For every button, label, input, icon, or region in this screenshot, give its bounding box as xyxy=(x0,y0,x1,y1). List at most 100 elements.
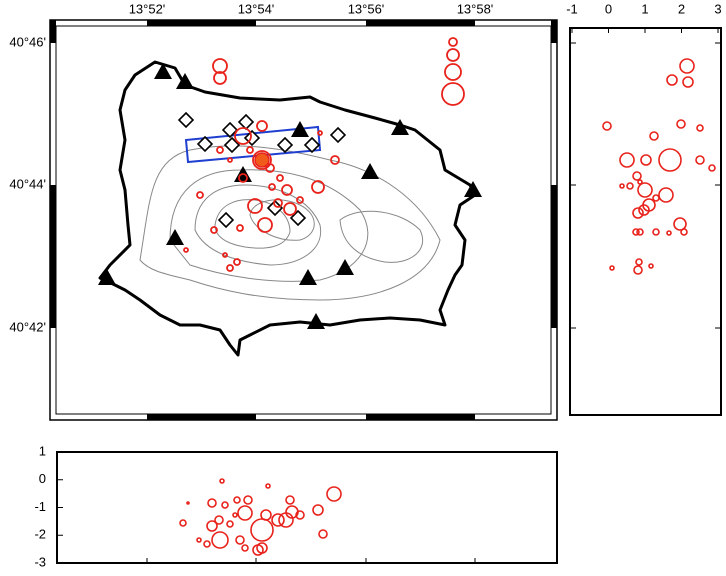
station-triangle xyxy=(176,73,194,89)
lat-label: 40°44' xyxy=(9,176,46,191)
panel-frame xyxy=(569,27,722,416)
epicentre xyxy=(206,520,218,532)
y-tick-label: -1 xyxy=(34,499,46,514)
x-tick-label: -1 xyxy=(566,1,578,16)
epicentre xyxy=(276,174,284,182)
epicentre xyxy=(265,483,271,489)
epicentre xyxy=(216,146,224,154)
epicentre xyxy=(679,58,695,74)
epicentre xyxy=(326,486,342,502)
epicentre xyxy=(233,496,241,504)
frame-band xyxy=(147,414,256,420)
station-triangle xyxy=(391,119,409,135)
y-tick-label: 1 xyxy=(39,443,46,458)
epicentre xyxy=(632,171,642,181)
station-triangle xyxy=(299,269,317,285)
epicentre xyxy=(210,226,218,234)
contour xyxy=(214,199,291,249)
station-triangle xyxy=(361,163,379,179)
frame-band xyxy=(147,20,256,26)
epicentre xyxy=(241,544,249,552)
epicentre xyxy=(213,71,227,85)
station-triangle xyxy=(98,269,116,285)
lat-label: 40°46' xyxy=(9,34,46,49)
epicentre xyxy=(243,495,253,505)
section-box xyxy=(184,125,322,164)
epicentre xyxy=(233,258,241,266)
diamond xyxy=(177,111,195,129)
epicentre xyxy=(680,228,688,236)
frame-inner xyxy=(55,25,552,415)
epicentre xyxy=(212,58,228,74)
epicentre xyxy=(673,217,687,231)
lon-label: 13°54' xyxy=(238,1,275,16)
epicentre xyxy=(186,501,190,505)
diamond xyxy=(289,209,307,227)
diamond xyxy=(223,136,241,154)
diamond xyxy=(221,121,239,139)
frame-band xyxy=(366,414,475,420)
contour xyxy=(339,210,423,263)
epicentre xyxy=(602,121,612,131)
coastline xyxy=(98,60,477,357)
epicentre xyxy=(238,173,248,183)
epicentre xyxy=(247,198,263,214)
station-triangle xyxy=(291,121,309,137)
epicentre xyxy=(227,157,233,163)
epicentre xyxy=(278,512,294,528)
epicentre xyxy=(222,252,228,258)
epicentre xyxy=(252,544,264,556)
epicentre xyxy=(256,120,268,132)
diamond xyxy=(266,199,284,217)
contour xyxy=(169,169,369,282)
epicentre xyxy=(448,37,458,47)
y-tick-label: -2 xyxy=(34,527,46,542)
epicentre xyxy=(676,119,686,129)
frame-band xyxy=(50,20,56,43)
epicentre xyxy=(285,495,295,505)
epicentre xyxy=(312,504,324,516)
contour xyxy=(249,199,315,241)
diamond xyxy=(217,211,235,229)
epicentre xyxy=(221,501,229,509)
epicentre xyxy=(265,163,275,173)
map: 13°52' 13°54' 13°56' 13°58' 40°46' 40°44' 40°4… xyxy=(9,1,558,421)
epicentre xyxy=(652,194,660,202)
epicentre xyxy=(318,529,328,539)
epicentre xyxy=(207,498,217,508)
epicentre xyxy=(708,164,716,172)
panel-frame xyxy=(56,451,558,564)
station-triangle xyxy=(336,259,354,275)
epicentre xyxy=(649,131,659,141)
epicentre xyxy=(237,505,253,521)
epicentre xyxy=(235,535,245,545)
epicentre xyxy=(666,230,672,236)
epicentre xyxy=(268,183,276,191)
diamond xyxy=(329,126,347,144)
diamond xyxy=(196,135,214,153)
epicentre xyxy=(196,537,202,543)
epicentre xyxy=(633,265,643,275)
epicentre xyxy=(179,519,187,527)
epicentre xyxy=(232,512,238,518)
epicentre xyxy=(444,63,462,81)
x-tick-label: 0 xyxy=(605,1,612,16)
epicentre xyxy=(619,183,625,189)
y-tick-label: 0 xyxy=(39,471,46,486)
epicentre xyxy=(330,155,340,165)
epicentre xyxy=(626,182,634,190)
epicentre xyxy=(441,82,465,106)
epicentre xyxy=(636,228,644,236)
epicentre xyxy=(696,124,704,132)
epicentre xyxy=(640,154,652,166)
epicentre xyxy=(632,207,644,219)
diamond xyxy=(276,136,294,154)
epicentre xyxy=(658,187,674,203)
frame-band xyxy=(551,185,557,328)
y-tick-label: -3 xyxy=(34,554,46,569)
epicentre xyxy=(446,48,460,62)
contour xyxy=(139,145,441,301)
station-triangle xyxy=(154,63,172,79)
epicentre xyxy=(234,127,252,145)
epicentre xyxy=(295,510,305,520)
